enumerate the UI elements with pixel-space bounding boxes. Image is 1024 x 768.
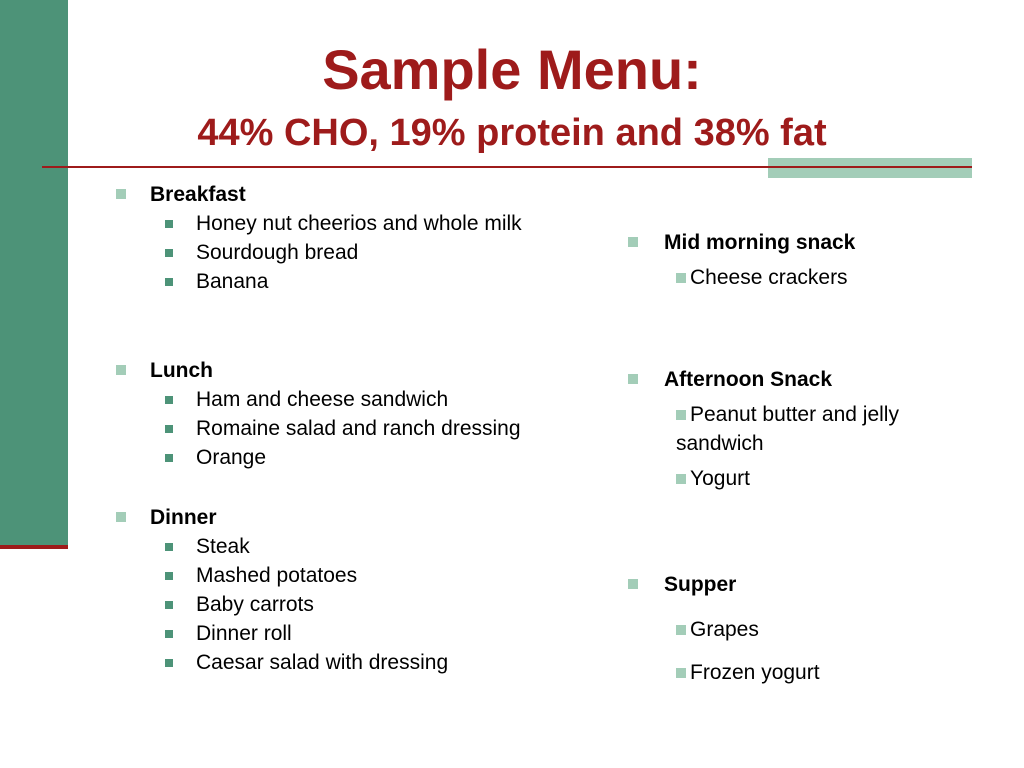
- list-item: Yogurt: [676, 464, 966, 493]
- bullet-square-icon: [165, 425, 173, 433]
- bullet-square-icon: [165, 543, 173, 551]
- slide-subtitle: 44% CHO, 19% protein and 38% fat: [197, 112, 827, 154]
- section-heading-label: Breakfast: [150, 183, 246, 206]
- list-item: Ham and cheese sandwich: [114, 385, 521, 414]
- bullet-square-icon: [165, 454, 173, 462]
- side-accent-bar: [0, 0, 68, 545]
- bullet-square-icon: [165, 572, 173, 580]
- section-heading-label: Dinner: [150, 506, 217, 529]
- bullet-square-icon: [165, 396, 173, 404]
- bullet-square-icon: [676, 625, 686, 635]
- section-heading: Mid morning snack: [628, 228, 855, 257]
- list-item: Cheese crackers: [676, 263, 966, 292]
- section-heading: Dinner: [114, 503, 448, 532]
- bullet-square-icon: [628, 374, 638, 384]
- list-item: Banana: [114, 267, 522, 296]
- corner-divider-line: [768, 166, 972, 168]
- section-heading-label: Afternoon Snack: [664, 368, 833, 391]
- section-heading-label: Mid morning snack: [664, 231, 856, 254]
- list-item: Romaine salad and ranch dressing: [114, 414, 521, 443]
- list-item: Sourdough bread: [114, 238, 522, 267]
- bullet-square-icon: [116, 365, 126, 375]
- item-list: Ham and cheese sandwich Romaine salad an…: [114, 385, 521, 472]
- title-divider-rule: [42, 166, 972, 168]
- item-list: Steak Mashed potatoes Baby carrots Dinne…: [114, 532, 448, 677]
- list-item: Grapes: [676, 615, 966, 644]
- section-dinner: Dinner Steak Mashed potatoes Baby carrot…: [114, 503, 448, 677]
- list-item: Mashed potatoes: [114, 561, 448, 590]
- list-item: Caesar salad with dressing: [114, 648, 448, 677]
- section-heading: Breakfast: [114, 180, 522, 209]
- section-heading: Afternoon Snack: [628, 365, 832, 394]
- bullet-square-icon: [165, 659, 173, 667]
- bullet-square-icon: [628, 579, 638, 589]
- section-afternoon-snack: Afternoon Snack: [628, 365, 832, 394]
- item-list: Honey nut cheerios and whole milk Sourdo…: [114, 209, 522, 296]
- side-accent-rule: [0, 545, 68, 549]
- list-item: Frozen yogurt: [676, 658, 966, 687]
- bullet-square-icon: [116, 189, 126, 199]
- bullet-square-icon: [676, 474, 686, 484]
- bullet-square-icon: [165, 278, 173, 286]
- section-supper: Supper: [628, 570, 736, 599]
- bullet-square-icon: [165, 249, 173, 257]
- section-lunch: Lunch Ham and cheese sandwich Romaine sa…: [114, 356, 521, 472]
- section-heading-label: Lunch: [150, 359, 213, 382]
- section-breakfast: Breakfast Honey nut cheerios and whole m…: [114, 180, 522, 296]
- list-item: Orange: [114, 443, 521, 472]
- bullet-square-icon: [165, 220, 173, 228]
- list-item: Honey nut cheerios and whole milk: [114, 209, 522, 238]
- slide-title: Sample Menu:: [322, 38, 702, 101]
- bullet-square-icon: [165, 630, 173, 638]
- bullet-square-icon: [676, 668, 686, 678]
- bullet-square-icon: [116, 512, 126, 522]
- bullet-square-icon: [676, 410, 686, 420]
- corner-accent-block: [768, 158, 972, 178]
- list-item: Peanut butter and jelly sandwich: [676, 403, 899, 455]
- section-heading: Lunch: [114, 356, 521, 385]
- section-mid-morning-snack: Mid morning snack: [628, 228, 855, 257]
- list-item: Steak: [114, 532, 448, 561]
- section-heading-label: Supper: [664, 573, 737, 596]
- bullet-square-icon: [676, 273, 686, 283]
- bullet-square-icon: [628, 237, 638, 247]
- list-item: Baby carrots: [114, 590, 448, 619]
- list-item: Dinner roll: [114, 619, 448, 648]
- bullet-square-icon: [165, 601, 173, 609]
- section-heading: Supper: [628, 570, 736, 599]
